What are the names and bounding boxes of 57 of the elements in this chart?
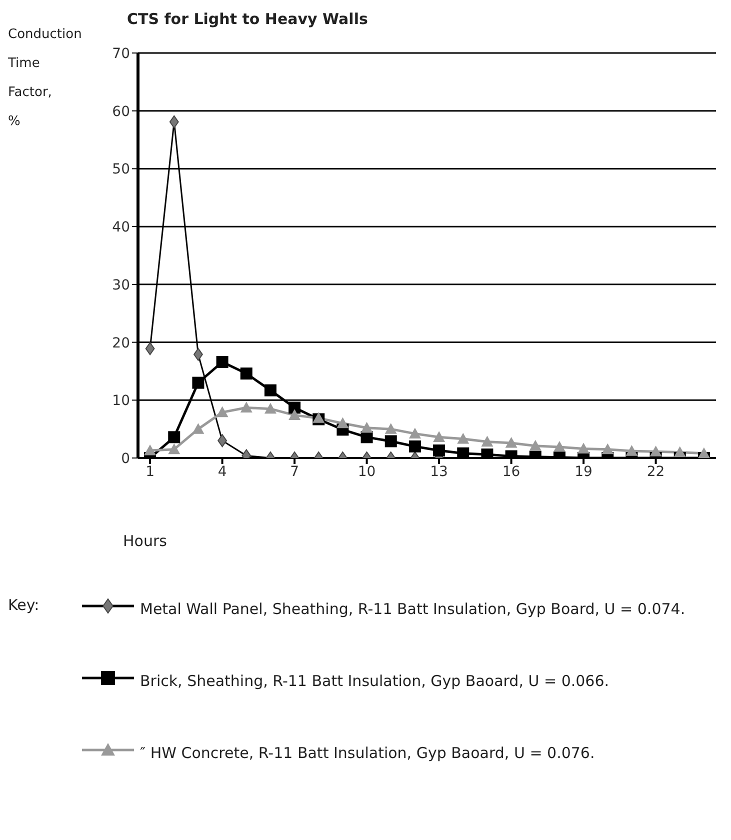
point <box>288 402 301 414</box>
point <box>457 447 470 458</box>
point <box>408 428 421 438</box>
point <box>457 432 470 444</box>
chart-title: CTS for Light to Heavy Walls <box>127 10 368 28</box>
y-tick-label: 60 <box>112 104 130 120</box>
point <box>384 423 397 434</box>
point <box>578 442 590 454</box>
point <box>264 384 276 396</box>
y-tick-label: 20 <box>112 335 130 352</box>
point <box>168 431 180 444</box>
x-tick-label: 13 <box>430 464 448 480</box>
legend-label: Brick, Sheathing, R-11 Batt Insulation, Gyp Baoard, U = 0.066. <box>140 671 610 692</box>
y-tick-label: 10 <box>112 393 130 410</box>
point <box>264 402 276 414</box>
point <box>144 444 156 456</box>
point <box>192 423 204 434</box>
point <box>240 402 252 412</box>
point <box>384 435 397 448</box>
point <box>626 445 638 456</box>
point <box>481 436 494 447</box>
point <box>433 444 446 456</box>
point <box>553 441 566 452</box>
point <box>312 412 325 423</box>
y-tick-label: 40 <box>112 220 130 236</box>
legend-label: ″ HW Concrete, R-11 Batt Insulation, Gyp Baoard, U = 0.076. <box>140 743 595 764</box>
y-tick-label: 0 <box>121 450 130 467</box>
x-tick-label: 1 <box>146 464 155 480</box>
y-axis-title: Conduction Time Factor, % <box>8 26 83 131</box>
x-axis-title: Hours <box>123 532 167 550</box>
x-tick-label: 19 <box>574 464 592 480</box>
point <box>650 446 662 456</box>
point <box>602 443 614 454</box>
point <box>433 431 446 442</box>
point <box>698 447 710 458</box>
point <box>240 368 252 380</box>
legend-title: Key: <box>8 596 40 614</box>
point <box>288 409 301 420</box>
y-tick-label: 50 <box>112 162 130 178</box>
point <box>336 417 349 428</box>
y-tick-label: 70 <box>112 46 130 62</box>
point <box>408 440 421 452</box>
point <box>529 440 542 451</box>
point <box>192 376 204 389</box>
x-tick-label: 10 <box>358 464 376 480</box>
point <box>360 422 373 433</box>
point <box>674 446 686 458</box>
x-tick-label: 7 <box>290 464 300 480</box>
x-tick-label: 16 <box>502 464 520 480</box>
point <box>216 406 228 418</box>
point <box>216 356 228 368</box>
legend-label: Metal Wall Panel, Sheathing, R-11 Batt Insulation, Gyp Board, U = 0.074. <box>140 599 686 620</box>
x-tick-label: 4 <box>218 464 227 480</box>
point <box>168 443 180 454</box>
x-tick-label: 22 <box>646 464 665 480</box>
point <box>505 436 518 448</box>
y-tick-label: 30 <box>112 277 130 294</box>
